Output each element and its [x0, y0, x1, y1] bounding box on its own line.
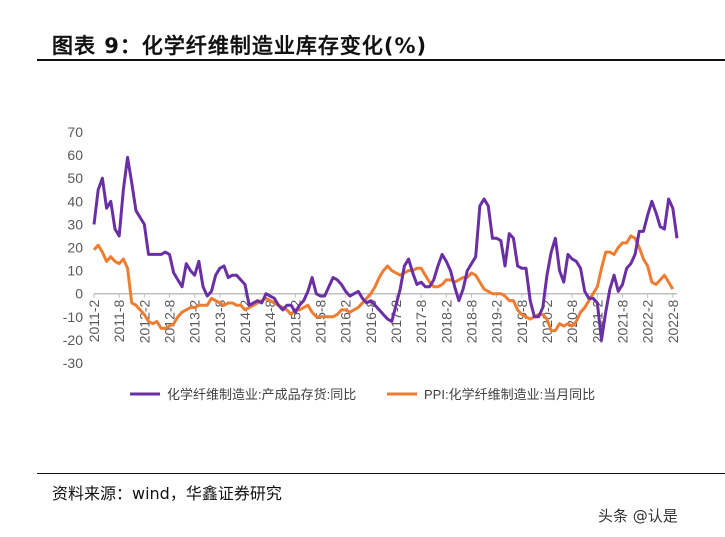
x-tick-label: 2013-2 [187, 299, 203, 343]
y-tick-label: 50 [67, 170, 83, 186]
source-rule [37, 473, 725, 474]
x-tick-label: 2011-8 [111, 299, 127, 342]
x-tick-label: 2014-2 [237, 299, 253, 343]
y-tick-label: -20 [63, 332, 83, 348]
y-tick-label: -10 [63, 309, 83, 325]
x-tick-label: 2013-8 [212, 299, 228, 343]
title-rule [37, 59, 725, 61]
legend-label-1: 化学纤维制造业:产成品存货:同比 [167, 387, 356, 402]
y-tick-label: 30 [67, 216, 83, 232]
legend-label-2: PPI:化学纤维制造业:当月同比 [424, 387, 595, 402]
y-tick-label: 60 [67, 147, 83, 163]
x-tick-label: 2011-2 [86, 299, 102, 342]
series-line-1 [92, 155, 679, 342]
x-tick-label: 2017-8 [413, 299, 429, 343]
source-note: 资料来源：wind，华鑫证券研究 [52, 484, 282, 503]
x-tick-label: 2022-8 [665, 299, 681, 343]
x-tick-label: 2016-2 [338, 299, 354, 343]
y-tick-label: 70 [67, 124, 83, 140]
x-tick-label: 2012-8 [161, 299, 177, 343]
series-line-2 [92, 234, 675, 333]
y-tick-label: 20 [67, 240, 83, 256]
watermark: 头条 @认是 [598, 507, 678, 525]
x-tick-label: 2014-8 [262, 299, 278, 343]
y-tick-label: -30 [63, 355, 83, 371]
x-tick-label: 2017-2 [388, 299, 404, 343]
y-tick-label: 0 [75, 286, 83, 302]
x-tick-label: 2020-8 [564, 299, 580, 343]
figure-title: 图表 9：化学纤维制造业库存变化(%) [52, 34, 428, 58]
x-tick-label: 2019-2 [489, 299, 505, 343]
y-tick-label: 40 [67, 193, 83, 209]
y-tick-label: 10 [67, 263, 83, 279]
x-tick-label: 2021-8 [614, 299, 630, 343]
x-tick-label: 2018-8 [463, 299, 479, 343]
x-tick-label: 2015-8 [312, 299, 328, 343]
x-tick-label: 2018-2 [438, 299, 454, 343]
x-tick-label: 2022-2 [640, 299, 656, 343]
x-tick-label: 2016-8 [363, 299, 379, 343]
